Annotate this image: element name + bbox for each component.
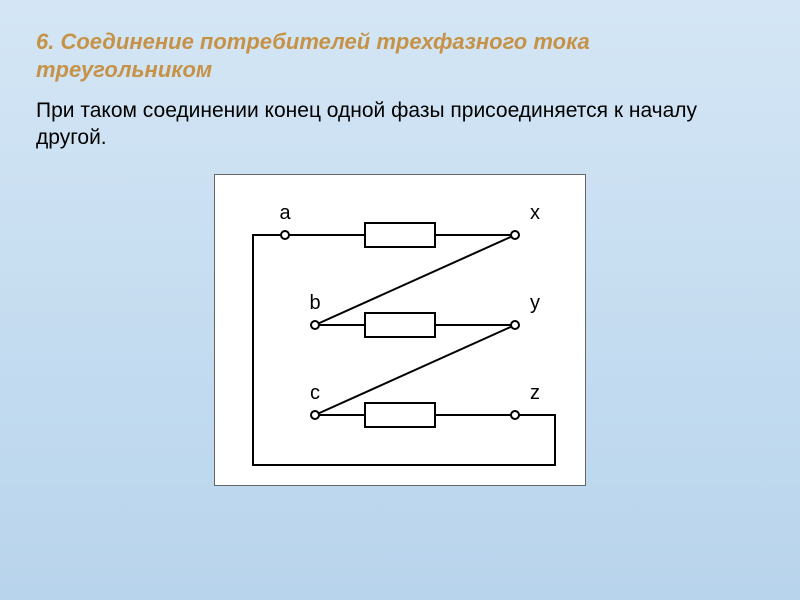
- node-label-y: y: [530, 292, 540, 314]
- node-label-x: x: [530, 202, 540, 224]
- section-description: При таком соединении конец одной фазы пр…: [36, 97, 764, 152]
- diagram-container: a x b y c z: [36, 174, 764, 486]
- node-label-z: z: [530, 382, 540, 404]
- diagram-frame: a x b y c z: [214, 174, 586, 486]
- section-heading: 6. Соединение потребителей трехфазного т…: [36, 28, 764, 83]
- node-label-c: c: [310, 382, 320, 404]
- node-label-a: a: [279, 202, 291, 224]
- circuit-diagram: a x b y c z: [215, 175, 585, 485]
- node-label-b: b: [309, 292, 320, 314]
